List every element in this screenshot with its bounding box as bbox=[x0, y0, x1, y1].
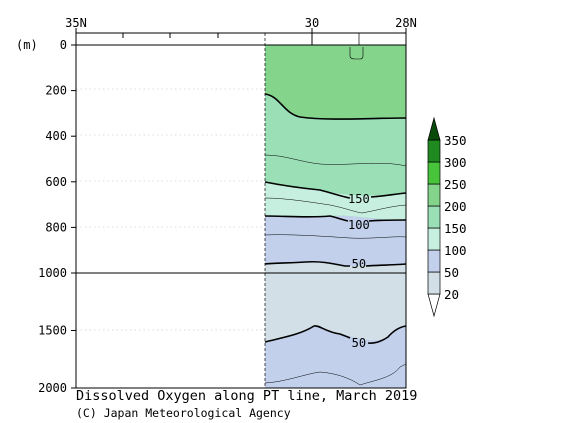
colorbar-segment bbox=[427, 161, 441, 185]
contour-label: 100 bbox=[348, 218, 370, 232]
colorbar: 20 50 100 150 200 250 300 350 bbox=[427, 116, 467, 318]
depth-tick-label: 400 bbox=[45, 129, 67, 143]
chart-credit: (C) Japan Meteorological Agency bbox=[76, 406, 291, 420]
contour-line-150 bbox=[264, 181, 407, 199]
contour-line-100 bbox=[264, 215, 407, 222]
colorbar-segment bbox=[427, 205, 441, 229]
contour-fills bbox=[265, 45, 406, 388]
depth-tick-label: 800 bbox=[45, 220, 67, 234]
fill-band-150-200 bbox=[265, 94, 406, 196]
colorbar-level-label: 150 bbox=[444, 221, 467, 236]
lat-label-start: 35N bbox=[65, 16, 87, 30]
depth-unit-label: (m) bbox=[16, 38, 38, 52]
contour-line-250-top bbox=[349, 47, 364, 60]
depth-tick-label: 600 bbox=[45, 175, 67, 189]
depth-tick-label: 1500 bbox=[38, 324, 67, 338]
colorbar-level-label: 250 bbox=[444, 177, 467, 192]
colorbar-level-label: 50 bbox=[444, 265, 459, 280]
colorbar-segment bbox=[427, 183, 441, 207]
contour-line-50-lower bbox=[264, 325, 407, 344]
contour-line-125 bbox=[264, 197, 407, 214]
colorbar-max-triangle bbox=[427, 116, 441, 141]
depth-gridlines bbox=[76, 88, 265, 331]
contour-labels: 150 100 50 50 bbox=[348, 192, 370, 350]
colorbar-level-label: 20 bbox=[444, 287, 459, 302]
depth-ticks: 0 200 400 600 800 1000 1500 2000 bbox=[38, 38, 76, 395]
fill-band-50-100-deep bbox=[265, 325, 406, 388]
contour-line-40-deep bbox=[264, 363, 407, 386]
plot-frame bbox=[75, 44, 407, 389]
colorbar-segment bbox=[427, 271, 441, 295]
colorbar-min-triangle bbox=[427, 293, 441, 318]
station-lines bbox=[264, 33, 360, 388]
colorbar-segment bbox=[427, 249, 441, 273]
colorbar-level-label: 350 bbox=[444, 133, 467, 148]
depth-tick-label: 1000 bbox=[38, 266, 67, 280]
colorbar-segment bbox=[427, 139, 441, 163]
chart-title: Dissolved Oxygen along PT line, March 20… bbox=[76, 388, 418, 404]
contour-line-175 bbox=[264, 154, 407, 167]
contour-line-200 bbox=[264, 93, 407, 120]
contour-line-50-upper bbox=[264, 260, 407, 267]
latitude-ticks bbox=[75, 28, 407, 45]
lat-label-end: 28N bbox=[395, 16, 417, 30]
depth-tick-label: 200 bbox=[45, 84, 67, 98]
depth-tick-label: 0 bbox=[60, 38, 67, 52]
contour-label: 50 bbox=[352, 257, 366, 271]
colorbar-level-label: 200 bbox=[444, 199, 467, 214]
colorbar-segment bbox=[427, 227, 441, 251]
fill-band-50-100 bbox=[265, 215, 406, 266]
contour-label: 50 bbox=[352, 336, 366, 350]
colorbar-level-label: 100 bbox=[444, 243, 467, 258]
contour-label: 150 bbox=[348, 192, 370, 206]
fill-band-20-50-upper bbox=[265, 261, 406, 273]
colorbar-level-label: 300 bbox=[444, 155, 467, 170]
fill-band-100-150 bbox=[265, 182, 406, 220]
depth-tick-label: 2000 bbox=[38, 381, 67, 395]
contour-line-75 bbox=[264, 234, 407, 239]
lat-label-mid: 30 bbox=[305, 16, 319, 30]
contour-lines bbox=[264, 47, 407, 386]
